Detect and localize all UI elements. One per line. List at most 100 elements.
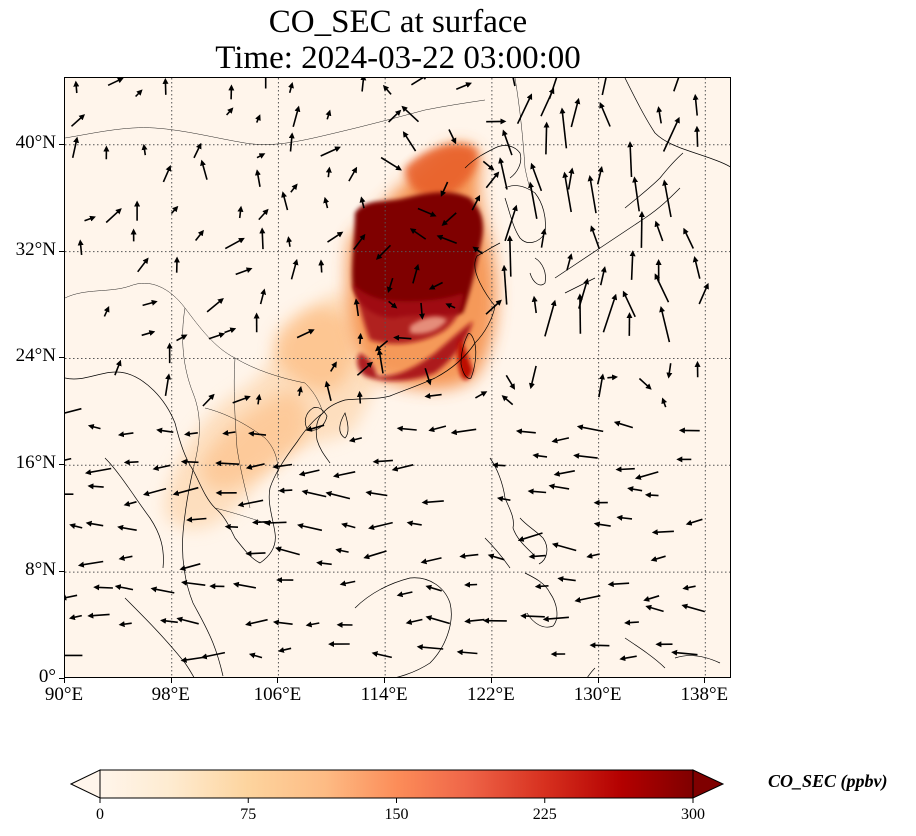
wind-arrow bbox=[590, 225, 601, 250]
wind-arrow bbox=[557, 576, 576, 582]
wind-arrow bbox=[622, 290, 636, 318]
lon-tick-label: 106°E bbox=[253, 684, 302, 705]
wind-arrow bbox=[142, 299, 158, 307]
wind-arrow bbox=[650, 555, 666, 562]
lat-tick-label: 16°N bbox=[15, 452, 56, 474]
wind-arrow bbox=[638, 211, 645, 248]
wind-arrow bbox=[237, 205, 244, 219]
wind-arrow bbox=[360, 78, 367, 92]
wind-arrow bbox=[87, 423, 101, 430]
wind-arrow bbox=[417, 207, 437, 217]
wind-arrow bbox=[84, 467, 112, 476]
wind-arrow bbox=[248, 652, 263, 659]
wind-arrow bbox=[613, 420, 634, 429]
colorbar-tick-label: 150 bbox=[384, 806, 409, 823]
wind-arrow bbox=[254, 169, 261, 187]
wind-arrow bbox=[587, 175, 597, 214]
wind-arrow bbox=[456, 649, 478, 656]
lat-tick-label: 40°N bbox=[15, 131, 56, 153]
wind-arrow bbox=[602, 293, 618, 333]
wind-arrow bbox=[222, 430, 236, 436]
wind-arrow bbox=[68, 614, 82, 621]
wind-arrow bbox=[607, 374, 618, 381]
wind-arrow bbox=[428, 281, 443, 290]
lon-tick-label: 122°E bbox=[467, 684, 515, 705]
wind-arrow bbox=[141, 143, 148, 156]
wind-arrow bbox=[278, 487, 293, 494]
wind-arrow bbox=[335, 547, 349, 554]
wind-arrow bbox=[87, 483, 104, 490]
wind-arrow bbox=[682, 584, 696, 591]
wind-arrow bbox=[193, 142, 202, 159]
wind-arrow bbox=[297, 523, 323, 532]
wind-arrow bbox=[562, 171, 572, 213]
wind-arrow bbox=[325, 109, 332, 120]
wind-arrow bbox=[65, 407, 82, 414]
wind-arrow bbox=[471, 194, 481, 211]
wind-arrow bbox=[424, 392, 442, 399]
lat-tick-label: 32°N bbox=[15, 238, 56, 260]
wind-arrow bbox=[150, 586, 175, 594]
lon-tick bbox=[170, 678, 172, 683]
lon-tick bbox=[64, 678, 65, 683]
wind-arrow bbox=[135, 89, 143, 98]
wind-arrow bbox=[296, 386, 303, 396]
wind-arrow bbox=[624, 619, 639, 626]
wind-arrow bbox=[371, 651, 392, 659]
wind-arrow bbox=[65, 594, 78, 601]
wind-arrow bbox=[179, 563, 201, 571]
wind-arrow bbox=[573, 452, 598, 459]
wind-arrow bbox=[118, 554, 133, 561]
wind-arrow bbox=[141, 330, 156, 337]
wind-arrow bbox=[200, 159, 208, 180]
colorbar-tick-label: 0 bbox=[96, 806, 104, 823]
map-title: CO_SEC at surface bbox=[268, 4, 528, 40]
wind-arrow bbox=[506, 235, 513, 277]
wind-arrow bbox=[534, 583, 549, 590]
wind-arrow bbox=[123, 500, 137, 507]
wind-arrow bbox=[566, 253, 573, 271]
wind-arrow bbox=[619, 655, 637, 662]
wind-arrow bbox=[654, 273, 670, 303]
colorbar-tick-label: 300 bbox=[681, 806, 705, 823]
wind-arrow bbox=[77, 560, 104, 568]
wind-arrow bbox=[290, 183, 298, 193]
wind-arrow bbox=[698, 282, 709, 305]
wind-arrow bbox=[651, 529, 674, 536]
wind-arrow bbox=[512, 78, 516, 87]
wind-arrow bbox=[200, 651, 226, 660]
wind-arrow bbox=[576, 293, 583, 334]
wind-arrow bbox=[152, 464, 171, 471]
wind-arrow bbox=[162, 165, 172, 183]
wind-arrow bbox=[65, 457, 72, 461]
wind-arrow bbox=[559, 107, 568, 149]
colorbar-extend-min bbox=[69, 769, 101, 799]
wind-arrow bbox=[515, 428, 536, 435]
wind-arrow bbox=[160, 617, 178, 624]
wind-arrow bbox=[607, 581, 630, 588]
wind-arrow bbox=[586, 552, 600, 559]
wind-arrow bbox=[393, 334, 412, 341]
wind-arrow bbox=[464, 618, 485, 624]
wind-arrow bbox=[412, 263, 420, 284]
wind-arrow bbox=[172, 486, 199, 496]
wind-arrow bbox=[353, 298, 360, 317]
lon-tick bbox=[490, 678, 492, 683]
lat-tick-label: 0° bbox=[38, 666, 56, 687]
wind-arrow bbox=[406, 520, 422, 527]
wind-arrow bbox=[692, 255, 701, 279]
wind-arrow bbox=[320, 146, 341, 157]
wind-arrow bbox=[202, 393, 215, 407]
lon-tick bbox=[277, 678, 279, 683]
wind-arrow bbox=[277, 647, 292, 653]
wind-arrow bbox=[527, 488, 547, 495]
wind-arrow bbox=[374, 340, 389, 352]
wind-arrow bbox=[184, 430, 198, 437]
lat-tick-label: 24°N bbox=[15, 345, 56, 367]
wind-arrow bbox=[245, 550, 266, 557]
wind-arrow bbox=[450, 428, 477, 436]
wind-arrow bbox=[530, 162, 543, 192]
wind-arrow bbox=[316, 560, 332, 567]
wind-arrow bbox=[288, 132, 295, 152]
wind-arrow bbox=[601, 78, 610, 96]
